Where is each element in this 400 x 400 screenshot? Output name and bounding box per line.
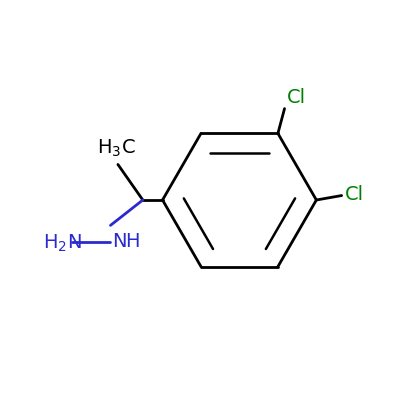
Text: Cl: Cl: [345, 185, 364, 204]
Text: $\mathregular{H_3C}$: $\mathregular{H_3C}$: [97, 137, 135, 158]
Text: Cl: Cl: [286, 88, 306, 107]
Text: $\mathregular{NH}$: $\mathregular{NH}$: [112, 232, 141, 252]
Text: $\mathregular{H_2N}$: $\mathregular{H_2N}$: [44, 232, 82, 254]
